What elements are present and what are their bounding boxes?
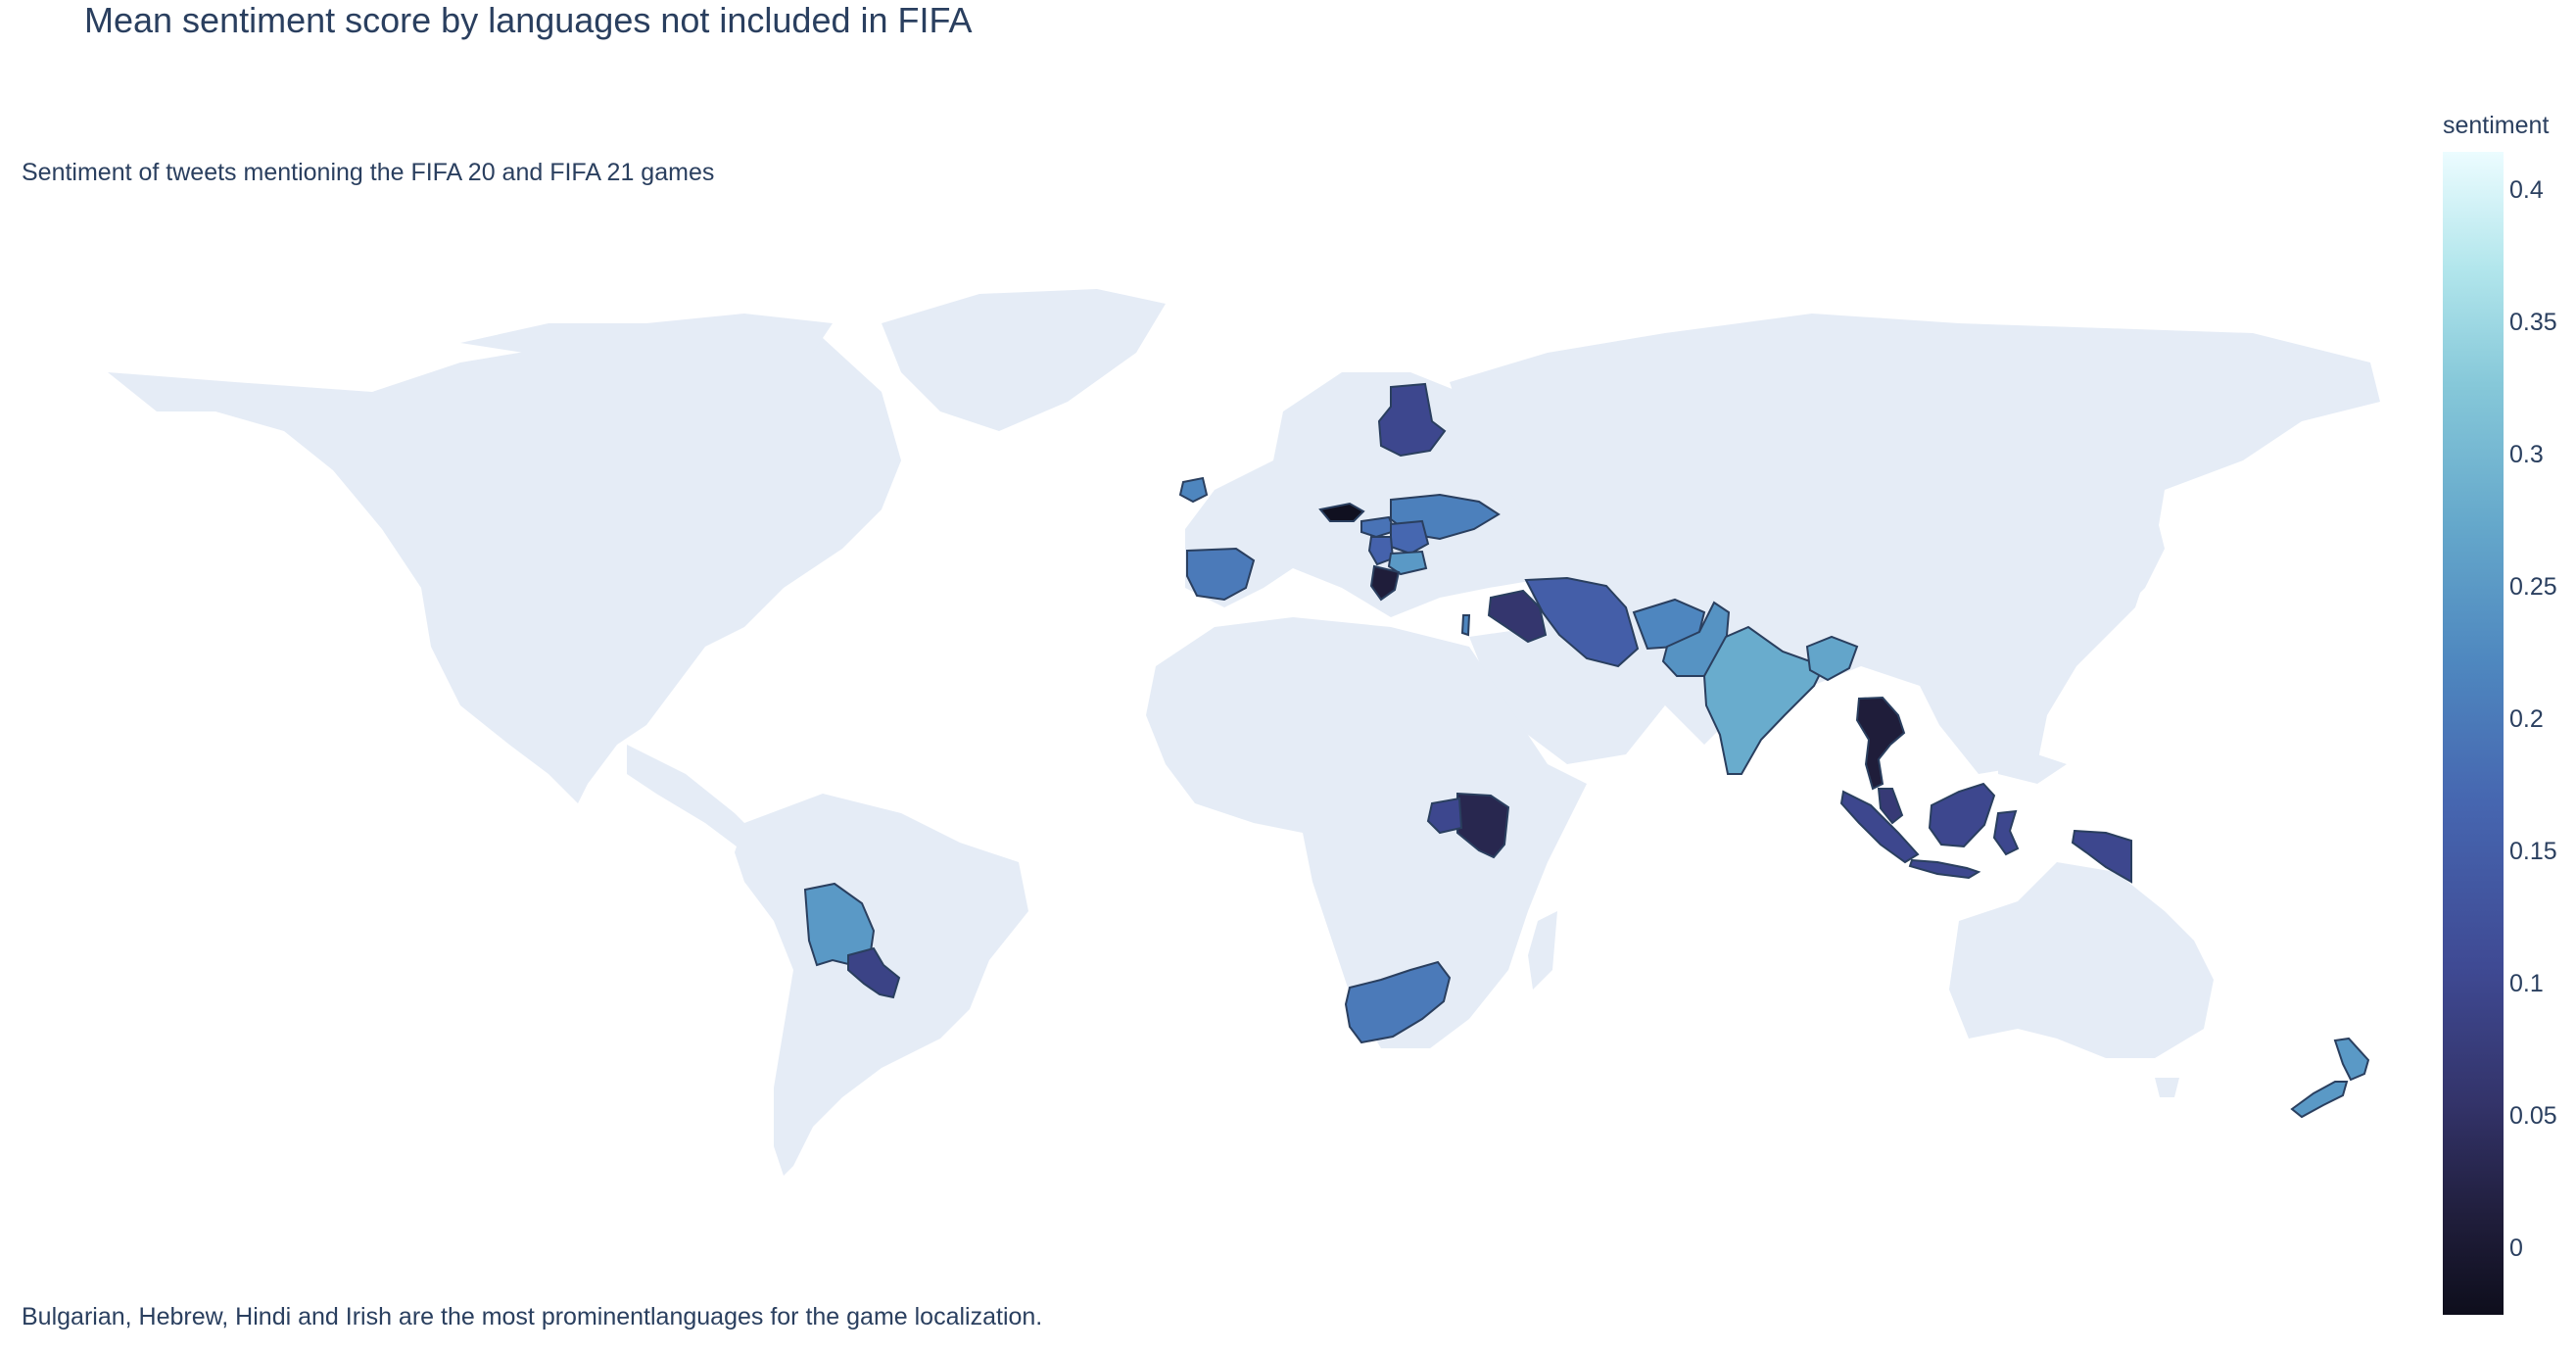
land-north-america: [108, 328, 901, 803]
region-south-africa[interactable]: [1344, 960, 1452, 1044]
chart-subtitle: Sentiment of tweets mentioning the FIFA …: [22, 159, 715, 186]
region-greece[interactable]: [1369, 564, 1401, 602]
region-bulgaria[interactable]: [1387, 550, 1428, 576]
colorbar-tick-8: 0: [2509, 1233, 2523, 1262]
colorbar-tick-3: 0.25: [2509, 573, 2557, 602]
land-sea-islands: [1998, 745, 2067, 784]
region-india[interactable]: [1702, 625, 1826, 775]
land-tasmania: [2155, 1078, 2179, 1097]
region-uganda[interactable]: [1426, 797, 1463, 835]
region-finland[interactable]: [1377, 382, 1447, 458]
colorbar-tick-4: 0.2: [2509, 705, 2544, 733]
land-europe: [1185, 372, 1557, 617]
land-madagascar: [1528, 911, 1557, 990]
region-indonesia-papua[interactable]: [2071, 829, 2132, 884]
chart-footnote: Bulgarian, Hebrew, Hindi and Irish are t…: [22, 1303, 1043, 1330]
region-hungary[interactable]: [1360, 515, 1397, 539]
land-central-america: [627, 745, 764, 852]
colorbar-tick-5: 0.15: [2509, 837, 2557, 865]
colorbar-tick-2: 0.3: [2509, 441, 2544, 469]
region-iraq[interactable]: [1487, 589, 1548, 644]
land-japan: [2106, 509, 2165, 617]
region-new-zealand-south[interactable]: [2290, 1081, 2349, 1119]
region-indonesia-sulawesi[interactable]: [1992, 809, 2020, 856]
land-africa: [1146, 617, 1587, 1048]
chart-title: Mean sentiment score by languages not in…: [84, 0, 973, 40]
region-indonesia-java[interactable]: [1908, 858, 1981, 880]
colorbar-tick-6: 0.1: [2509, 969, 2544, 997]
region-spain[interactable]: [1186, 547, 1256, 602]
region-czechia[interactable]: [1318, 502, 1365, 522]
colorbar-tick-1: 0.35: [2509, 309, 2557, 337]
region-serbia[interactable]: [1367, 536, 1395, 566]
colorbar-title: sentiment: [2443, 112, 2550, 139]
region-bangladesh[interactable]: [1805, 635, 1859, 682]
land-background: [108, 289, 2380, 1176]
region-paraguay[interactable]: [847, 946, 901, 999]
region-iran[interactable]: [1524, 576, 1640, 668]
region-kenya[interactable]: [1456, 792, 1510, 859]
region-thailand[interactable]: [1855, 696, 1906, 791]
region-malaysia[interactable]: [1877, 788, 1904, 825]
land-australia: [1949, 862, 2214, 1058]
land-greenland: [882, 289, 1166, 431]
choropleth-regions[interactable]: [803, 382, 2370, 1119]
colorbar: [2443, 152, 2504, 1315]
region-new-zealand-north[interactable]: [2333, 1037, 2370, 1082]
colorbar-tick-7: 0.05: [2509, 1101, 2557, 1130]
region-israel[interactable]: [1460, 614, 1471, 637]
region-indonesia-borneo[interactable]: [1928, 782, 1996, 848]
colorbar-tick-0: 0.4: [2509, 176, 2544, 205]
region-indonesia-sumatra[interactable]: [1839, 790, 1920, 864]
region-ireland[interactable]: [1178, 476, 1209, 504]
land-arctic-islands: [460, 314, 833, 363]
land-arabia: [1469, 627, 1665, 764]
